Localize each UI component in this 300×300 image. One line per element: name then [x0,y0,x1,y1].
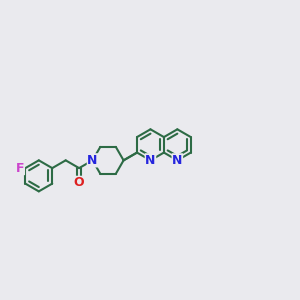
Text: N: N [172,154,182,167]
Text: N: N [145,154,156,167]
Text: F: F [16,162,24,175]
Text: O: O [74,176,84,189]
Text: N: N [87,154,98,167]
